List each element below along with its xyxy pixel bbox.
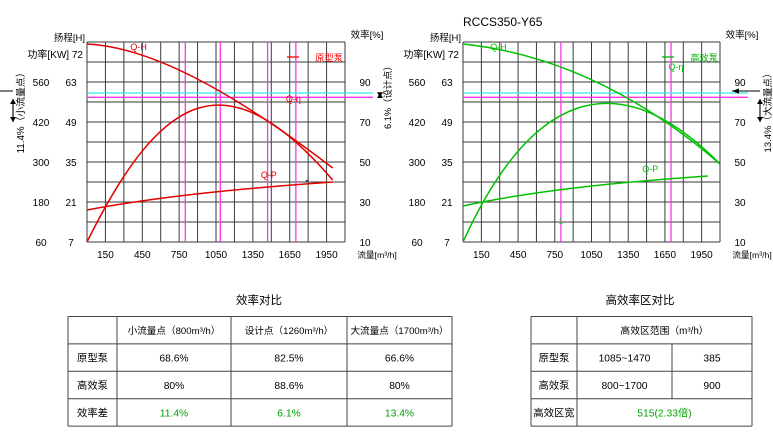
svg-text:560: 560 — [33, 78, 50, 89]
svg-text:1050: 1050 — [205, 250, 228, 261]
svg-text:150: 150 — [97, 250, 114, 261]
svg-text:高效泵: 高效泵 — [77, 379, 108, 392]
svg-text:450: 450 — [510, 250, 527, 261]
svg-text:功率[KW] 72: 功率[KW] 72 — [403, 48, 459, 61]
svg-text:35: 35 — [65, 158, 77, 169]
svg-text:7: 7 — [68, 238, 74, 249]
svg-text:300: 300 — [409, 158, 426, 169]
svg-text:效率对比: 效率对比 — [236, 293, 282, 307]
svg-text:扬程[H]: 扬程[H] — [54, 32, 85, 44]
svg-text:21: 21 — [65, 198, 77, 209]
svg-text:11.4%: 11.4% — [160, 408, 188, 419]
svg-text:49: 49 — [441, 118, 453, 129]
svg-text:90: 90 — [359, 78, 371, 89]
svg-text:7: 7 — [444, 238, 450, 249]
svg-text:高效率区对比: 高效率区对比 — [606, 293, 675, 307]
svg-text:560: 560 — [409, 78, 426, 89]
svg-text:60: 60 — [411, 238, 423, 249]
svg-text:13.4%（大流量点）: 13.4%（大流量点） — [762, 69, 773, 153]
svg-text:1650: 1650 — [279, 250, 302, 261]
svg-text:30: 30 — [359, 198, 371, 209]
svg-text:63: 63 — [65, 78, 77, 89]
svg-text:180: 180 — [33, 198, 50, 209]
svg-text:50: 50 — [734, 158, 746, 169]
svg-text:180: 180 — [409, 198, 426, 209]
svg-text:80%: 80% — [164, 381, 185, 392]
svg-text:90: 90 — [734, 78, 746, 89]
svg-text:21: 21 — [441, 198, 453, 209]
svg-text:80%: 80% — [389, 381, 410, 392]
svg-text:1350: 1350 — [617, 250, 640, 261]
svg-text:1050: 1050 — [580, 250, 603, 261]
svg-text:原型泵: 原型泵 — [315, 53, 343, 63]
svg-text:Q-H: Q-H — [130, 42, 147, 52]
svg-text:450: 450 — [134, 250, 151, 261]
svg-text:150: 150 — [473, 250, 490, 261]
svg-text:60: 60 — [35, 238, 47, 249]
svg-text:原型泵: 原型泵 — [539, 352, 570, 365]
svg-text:66.6%: 66.6% — [385, 354, 414, 365]
svg-text:RCCS350-Y65: RCCS350-Y65 — [463, 15, 543, 29]
svg-text:420: 420 — [33, 118, 50, 129]
svg-text:大流量点（1700m³/h）: 大流量点（1700m³/h） — [350, 325, 448, 337]
svg-text:高效区范围（m³/h）: 高效区范围（m³/h） — [620, 324, 708, 337]
svg-text:420: 420 — [409, 118, 426, 129]
svg-text:Q-P: Q-P — [261, 170, 277, 180]
svg-text:800~1700: 800~1700 — [601, 381, 647, 392]
svg-text:Q-η: Q-η — [286, 94, 301, 104]
svg-text:扬程[H]: 扬程[H] — [430, 32, 461, 44]
svg-text:功率[KW] 72: 功率[KW] 72 — [27, 48, 83, 61]
svg-text:750: 750 — [546, 250, 563, 261]
svg-text:Q-H: Q-H — [490, 42, 507, 52]
svg-text:68.6%: 68.6% — [159, 354, 188, 365]
svg-text:10: 10 — [734, 238, 746, 249]
svg-text:6.1%: 6.1% — [277, 408, 300, 419]
svg-text:1950: 1950 — [691, 250, 714, 261]
svg-text:1950: 1950 — [315, 250, 338, 261]
svg-text:50: 50 — [359, 158, 371, 169]
svg-text:300: 300 — [33, 158, 50, 169]
svg-text:35: 35 — [441, 158, 453, 169]
svg-text:10: 10 — [359, 238, 371, 249]
svg-text:82.5%: 82.5% — [274, 354, 303, 365]
svg-text:30: 30 — [734, 198, 746, 209]
svg-text:49: 49 — [65, 118, 77, 129]
svg-text:11.4%（小流量点）: 11.4%（小流量点） — [14, 68, 27, 154]
svg-text:70: 70 — [734, 118, 746, 129]
svg-text:515(2.33倍): 515(2.33倍) — [637, 406, 691, 419]
svg-text:385: 385 — [703, 354, 720, 365]
svg-text:高效泵: 高效泵 — [690, 52, 718, 63]
svg-text:效率[%]: 效率[%] — [726, 29, 759, 41]
svg-text:高效泵: 高效泵 — [539, 379, 570, 392]
svg-text:88.6%: 88.6% — [274, 381, 303, 392]
svg-text:Q-η: Q-η — [668, 62, 683, 72]
svg-text:流量[m³/h]: 流量[m³/h] — [732, 249, 772, 260]
svg-text:70: 70 — [359, 118, 371, 129]
svg-text:1650: 1650 — [654, 250, 677, 261]
svg-text:流量[m³/h]: 流量[m³/h] — [357, 249, 397, 260]
svg-text:1350: 1350 — [242, 250, 265, 261]
svg-text:Q-P: Q-P — [642, 164, 658, 174]
svg-text:效率[%]: 效率[%] — [351, 29, 384, 41]
svg-text:750: 750 — [171, 250, 188, 261]
svg-text:高效区宽: 高效区宽 — [533, 406, 574, 419]
svg-text:13.4%: 13.4% — [385, 408, 414, 419]
svg-text:6.1%（设计点）: 6.1%（设计点） — [382, 61, 393, 129]
svg-text:原型泵: 原型泵 — [77, 352, 108, 365]
svg-text:1085~1470: 1085~1470 — [599, 354, 651, 365]
svg-text:效率差: 效率差 — [77, 406, 108, 419]
svg-text:小流量点（800m³/h）: 小流量点（800m³/h） — [128, 325, 221, 337]
svg-text:1: 1 — [559, 217, 564, 226]
svg-text:900: 900 — [703, 381, 720, 392]
svg-text:设计点（1260m³/h）: 设计点（1260m³/h） — [245, 325, 334, 337]
svg-text:63: 63 — [441, 78, 453, 89]
